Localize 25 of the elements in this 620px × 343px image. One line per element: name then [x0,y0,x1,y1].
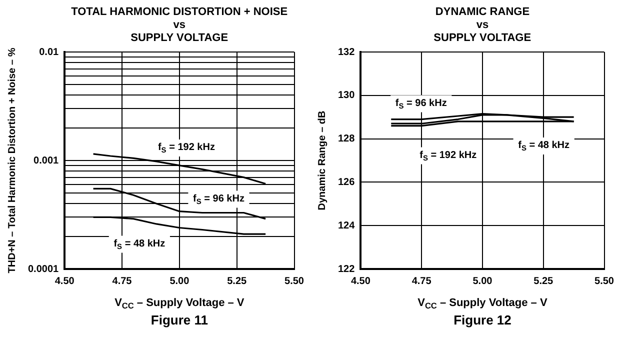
x-tick-label: 4.50 [350,276,371,287]
x-tick-label: 4.75 [112,276,132,287]
caption: Figure 11 [150,312,208,328]
y-tick-label: 128 [338,134,356,145]
y-tick-label: 126 [338,176,356,188]
y-tick-label: 132 [338,46,356,58]
y-tick-label: 0.01 [39,46,60,58]
y-tick-label: 0.0001 [28,264,60,275]
y-tick-label: 122 [338,264,356,275]
y-tick-label: 0.001 [34,155,60,166]
y-tick-label: 130 [338,90,356,102]
x-tick-label: 5.00 [472,276,493,287]
y-axis-title: Dynamic Range – dB [316,110,328,210]
x-tick-label: 4.75 [412,276,432,287]
caption: Figure 12 [454,312,512,328]
x-tick-label: 5.00 [170,276,190,287]
x-tick-label: 5.50 [594,276,614,287]
x-tick-label: 5.50 [284,276,304,287]
chart-title: TOTAL HARMONIC DISTORTION + NOISE vs SUPPLY VOLTAGE [71,6,288,44]
x-tick-label: 4.50 [54,276,75,287]
x-tick-label: 5.25 [534,276,554,287]
x-tick-label: 5.25 [227,276,248,287]
chart-title: DYNAMIC RANGE vs SUPPLY VOLTAGE [434,6,532,44]
y-axis-title: THD+N – Total Harmonic Distortion + Noise – % [6,48,18,274]
y-tick-label: 124 [338,220,356,232]
